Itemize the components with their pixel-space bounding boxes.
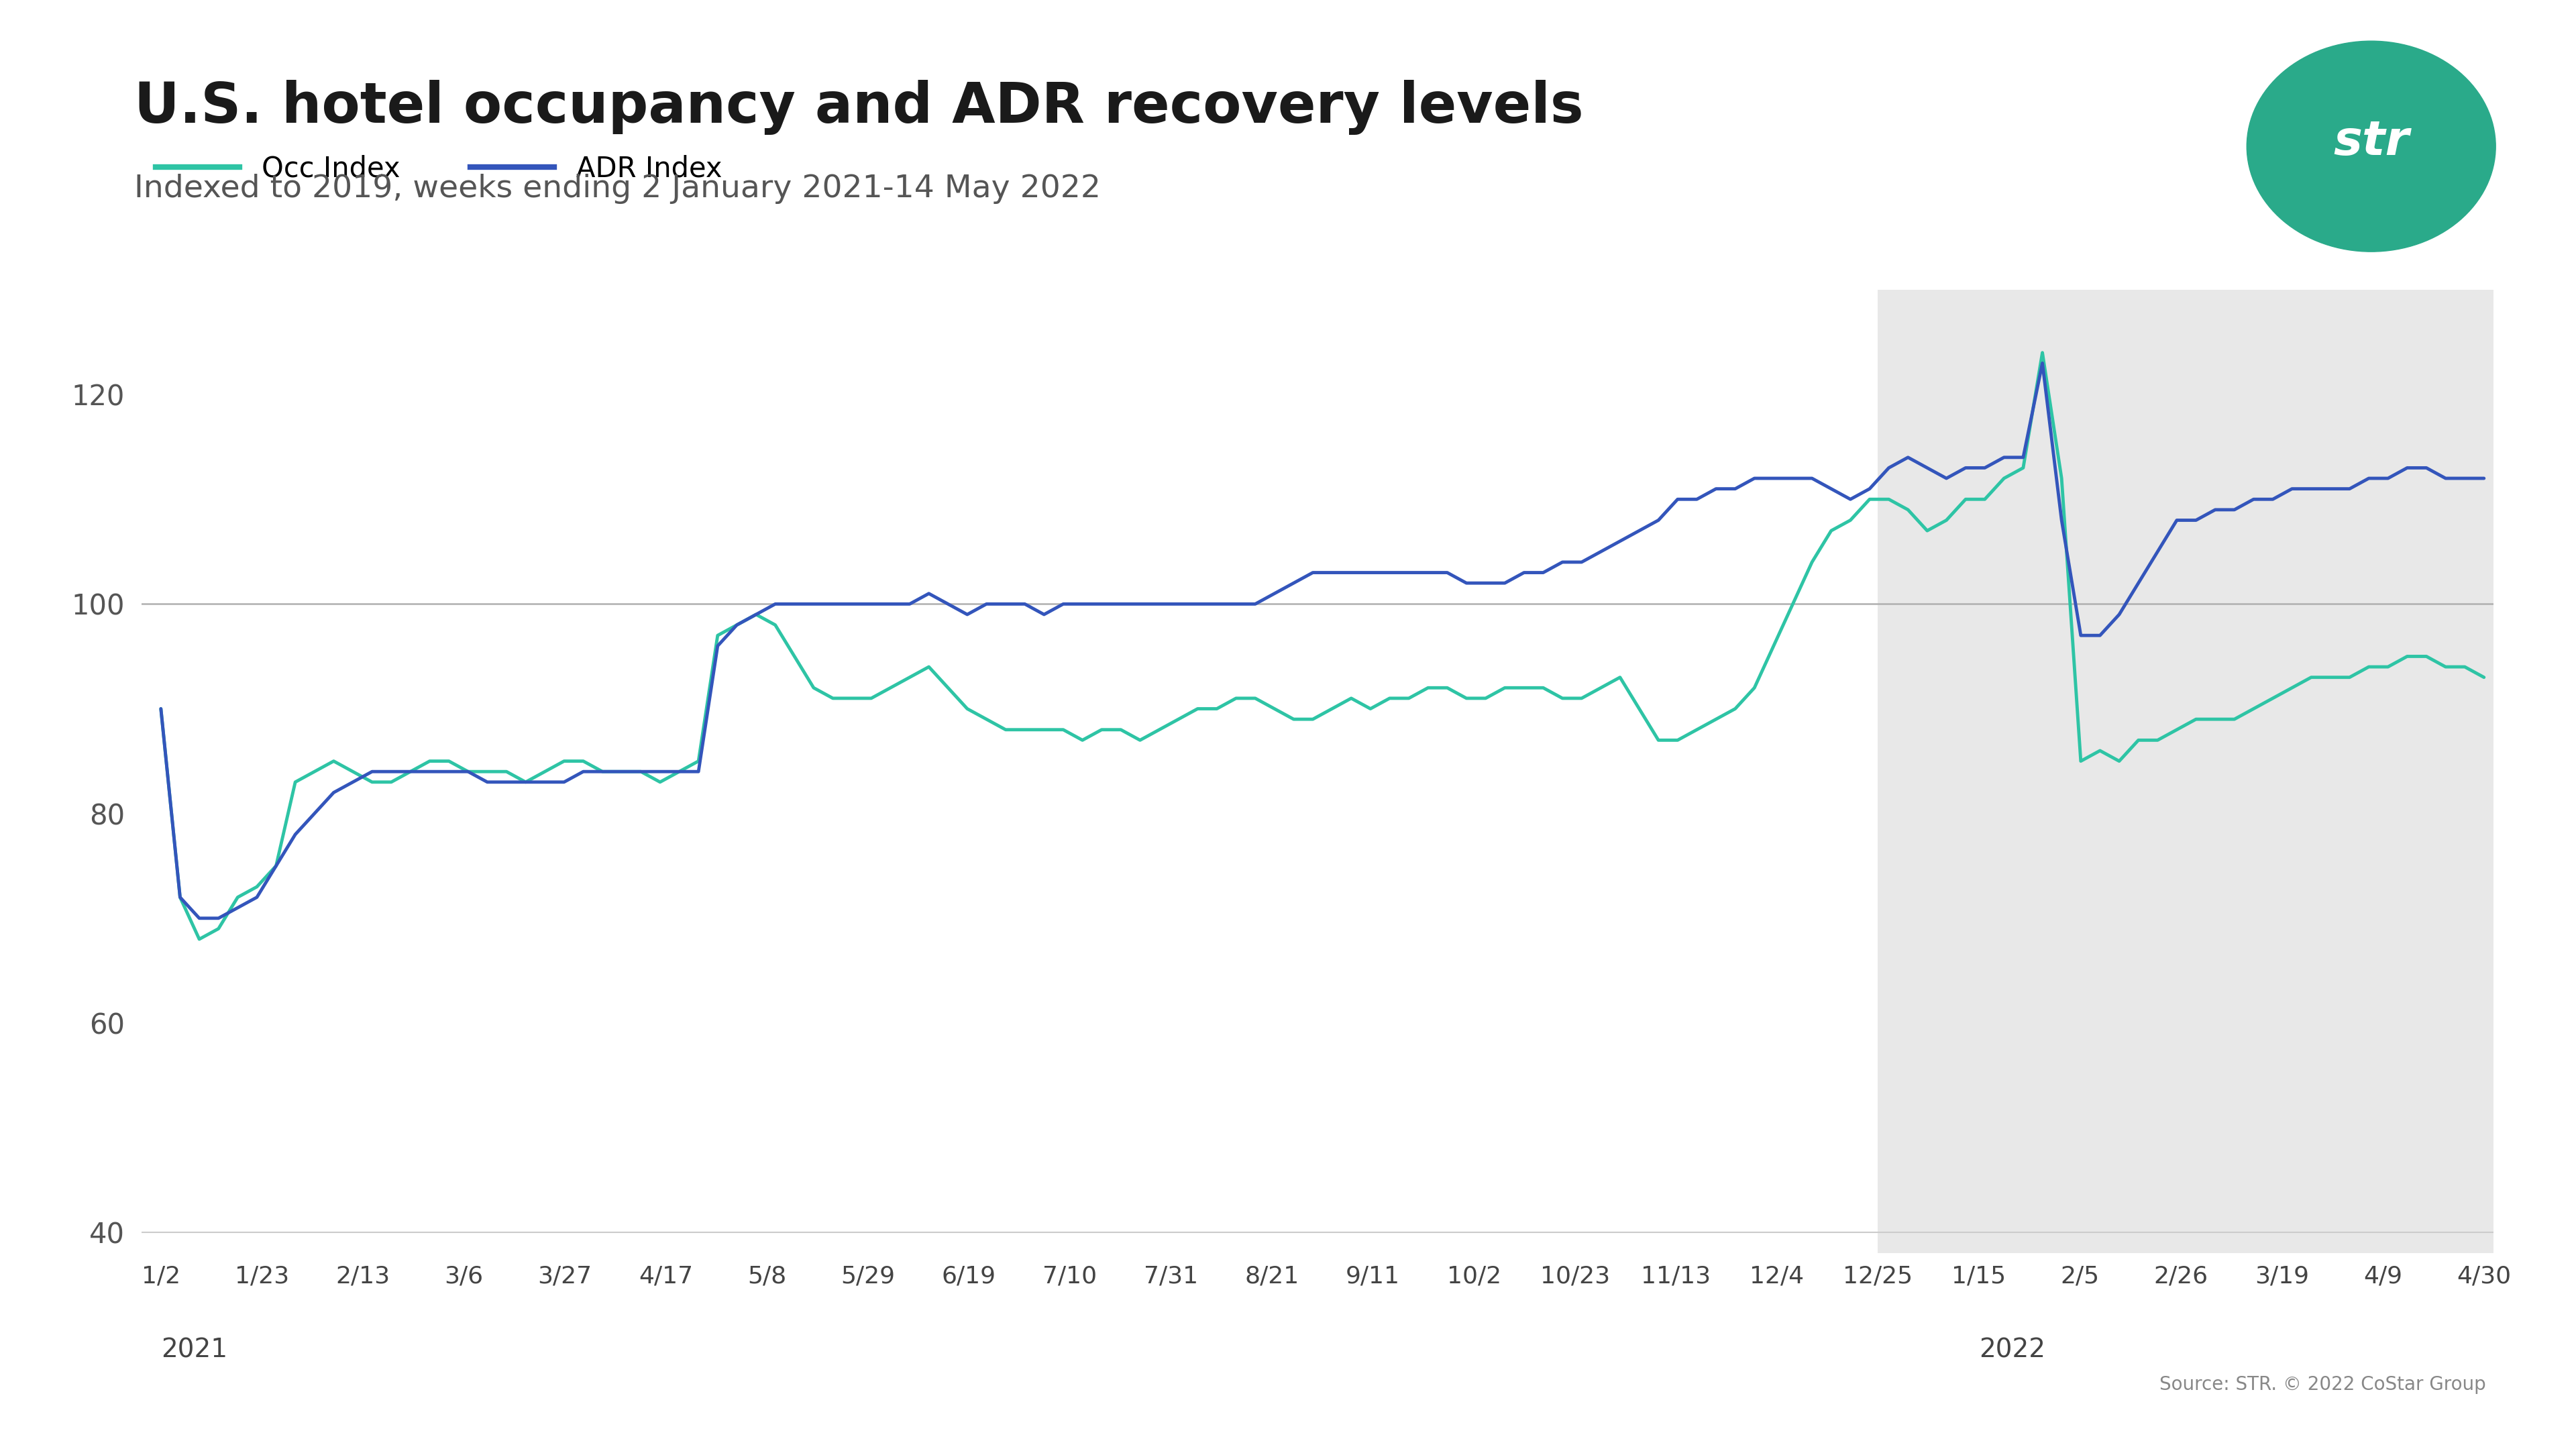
- Text: 2021: 2021: [160, 1337, 227, 1362]
- Text: 2022: 2022: [1978, 1337, 2045, 1362]
- Circle shape: [2246, 41, 2496, 252]
- Text: Source: STR. © 2022 CoStar Group: Source: STR. © 2022 CoStar Group: [2159, 1375, 2486, 1394]
- Legend: Occ Index, ADR Index: Occ Index, ADR Index: [155, 155, 721, 183]
- Text: str: str: [2334, 119, 2409, 165]
- Bar: [1878, 290, 2494, 1253]
- Text: Indexed to 2019, weeks ending 2 January 2021-14 May 2022: Indexed to 2019, weeks ending 2 January …: [134, 174, 1100, 204]
- Text: U.S. hotel occupancy and ADR recovery levels: U.S. hotel occupancy and ADR recovery le…: [134, 80, 1584, 135]
